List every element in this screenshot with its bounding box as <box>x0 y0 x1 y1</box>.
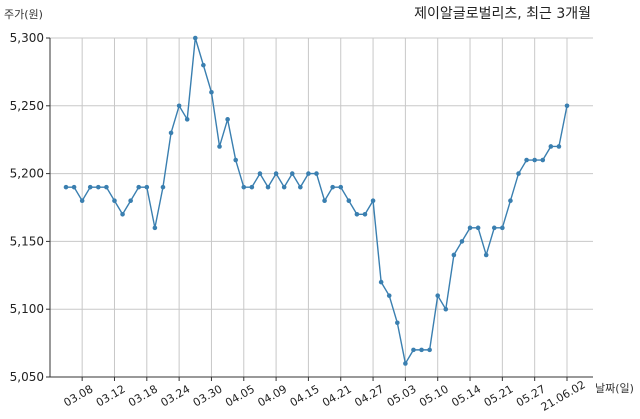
chart-title: 제이알글로벌리츠, 최근 3개월 <box>414 6 591 22</box>
x-tick-label: 03.18 <box>126 382 160 409</box>
data-point <box>87 184 93 190</box>
data-point <box>168 130 174 136</box>
data-point <box>217 144 222 149</box>
data-point <box>548 144 554 149</box>
y-axis-ticks: 5,050 5,100 5,150 5,200 5,250 5,300 <box>10 31 50 384</box>
data-point <box>314 171 319 176</box>
data-point <box>96 184 101 190</box>
price-series <box>63 35 570 366</box>
x-axis-ticks: 03.0803.1203.1803.2403.3004.0504.0904.15… <box>62 377 588 414</box>
price-line <box>66 37 568 366</box>
x-tick-label: 04.09 <box>255 382 289 409</box>
x-tick-label: 05.10 <box>417 382 451 409</box>
data-point <box>564 103 570 109</box>
x-axis-label: 날짜(일) <box>595 381 634 395</box>
y-tick-label: 5,300 <box>10 31 44 45</box>
data-point <box>71 184 77 190</box>
data-point <box>467 225 473 231</box>
data-point <box>192 35 198 41</box>
data-point <box>411 347 416 353</box>
x-tick-label: 05.14 <box>449 382 483 409</box>
x-tick-label: 04.05 <box>223 382 257 409</box>
x-tick-label: 04.21 <box>320 382 354 409</box>
data-point <box>112 198 117 204</box>
data-point <box>104 184 109 190</box>
data-point <box>435 293 441 298</box>
data-point <box>289 171 295 176</box>
axes <box>49 38 593 378</box>
data-point <box>395 320 400 326</box>
data-point <box>298 184 303 190</box>
data-point <box>443 306 449 312</box>
x-tick-label: 03.30 <box>191 382 225 409</box>
data-point <box>136 184 142 190</box>
x-tick-label: 03.08 <box>62 382 96 409</box>
data-point <box>532 157 537 163</box>
x-tick-label: 05.03 <box>385 382 419 409</box>
data-point <box>233 157 238 163</box>
data-point <box>225 117 230 122</box>
y-tick-label: 5,250 <box>10 99 44 113</box>
data-point <box>491 225 497 231</box>
x-tick-label: 05.21 <box>482 382 516 409</box>
data-point <box>184 117 190 122</box>
data-point <box>144 184 150 190</box>
data-point <box>273 171 279 176</box>
data-point <box>322 198 327 204</box>
data-point <box>306 171 311 176</box>
data-point <box>451 252 457 258</box>
x-tick-label: 03.24 <box>158 382 192 409</box>
data-point <box>483 252 489 258</box>
data-point <box>257 171 263 176</box>
data-point <box>508 198 513 204</box>
data-point <box>362 211 368 217</box>
data-point <box>241 184 247 190</box>
data-point <box>556 144 562 149</box>
y-tick-label: 5,100 <box>10 302 44 316</box>
data-point <box>516 171 521 176</box>
data-point <box>201 62 206 68</box>
data-point <box>386 293 392 298</box>
data-point <box>209 89 214 95</box>
data-point <box>152 225 158 231</box>
y-tick-label: 5,050 <box>10 370 44 384</box>
data-point <box>403 361 408 366</box>
data-point <box>354 211 360 217</box>
data-point <box>120 211 125 217</box>
data-point <box>370 198 376 204</box>
data-point <box>128 198 133 204</box>
gridlines <box>50 37 593 378</box>
x-tick-label: 21.06.02 <box>539 378 588 414</box>
x-tick-label: 04.15 <box>288 382 322 409</box>
data-point <box>249 184 255 190</box>
data-point <box>265 184 271 190</box>
data-point <box>63 184 69 190</box>
data-point <box>160 184 166 190</box>
data-point <box>459 239 465 244</box>
data-point <box>524 157 529 163</box>
y-tick-label: 5,200 <box>10 167 44 181</box>
data-point <box>378 279 384 285</box>
x-tick-label: 03.12 <box>94 382 128 409</box>
data-point <box>500 225 505 231</box>
data-point <box>475 225 481 231</box>
data-point <box>330 184 335 190</box>
data-point <box>346 198 352 204</box>
data-point <box>176 103 182 109</box>
data-point <box>79 198 85 204</box>
data-point <box>419 347 424 353</box>
data-point <box>281 184 287 190</box>
y-tick-label: 5,150 <box>10 234 44 248</box>
y-axis-label: 주가(원) <box>4 8 43 21</box>
data-point <box>540 157 546 163</box>
data-point <box>427 347 432 353</box>
x-tick-label: 04.27 <box>352 382 386 409</box>
data-point <box>338 184 344 190</box>
